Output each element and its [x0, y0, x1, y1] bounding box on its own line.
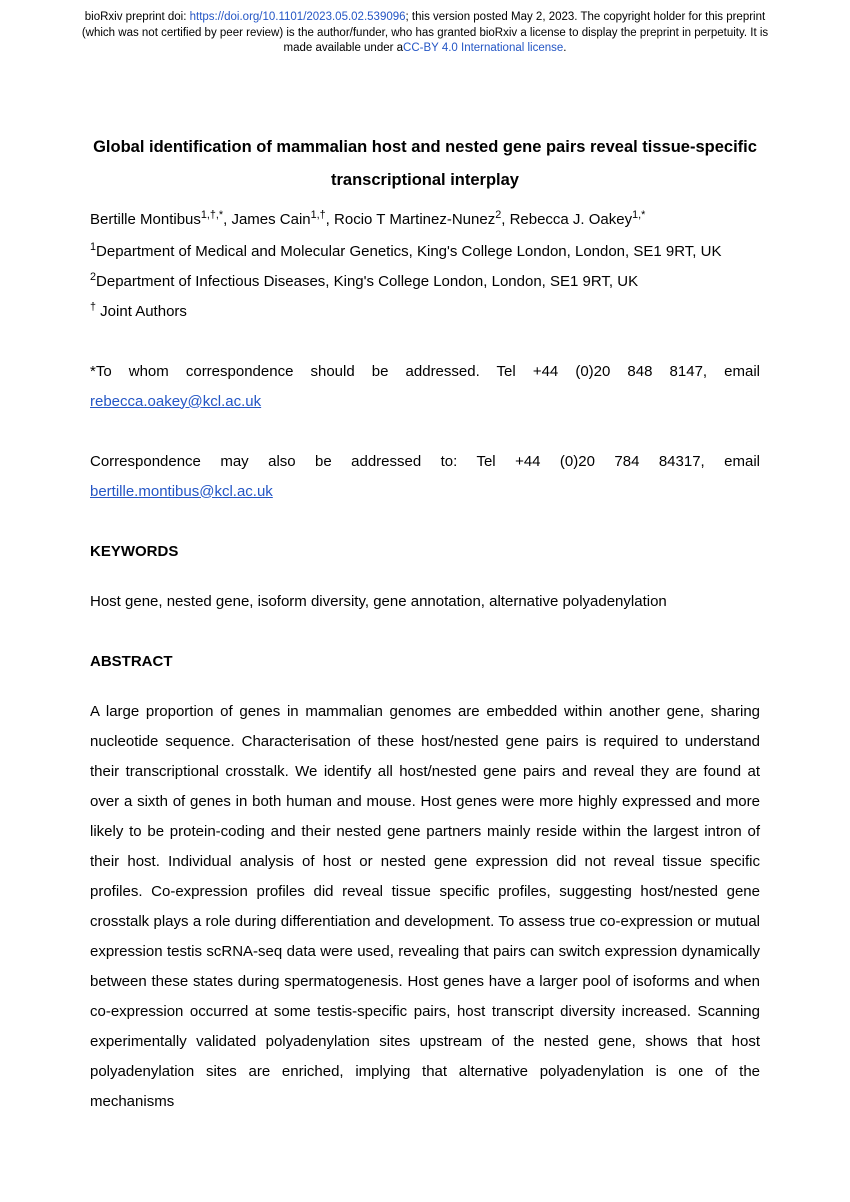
- author-line: Bertille Montibus1,†,*, James Cain1,†, R…: [90, 205, 760, 235]
- keywords-text: Host gene, nested gene, isoform diversit…: [90, 587, 760, 617]
- email-link-secondary[interactable]: bertille.montibus@kcl.ac.uk: [90, 483, 273, 500]
- email-link-primary[interactable]: rebecca.oakey@kcl.ac.uk: [90, 393, 261, 410]
- preprint-doi-link[interactable]: https://doi.org/10.1101/2023.05.02.53909…: [190, 11, 406, 23]
- correspondence-primary: *To whom correspondence should be addres…: [90, 357, 760, 417]
- correspondence-secondary: Correspondence may also be addressed to:…: [90, 447, 760, 507]
- preprint-license-link[interactable]: CC-BY 4.0 International license: [403, 42, 563, 54]
- preprint-prefix: bioRxiv preprint doi:: [85, 11, 190, 23]
- page-body: Global identification of mammalian host …: [0, 61, 850, 1157]
- author-4: Rebecca J. Oakey1,*: [510, 211, 646, 228]
- keywords-heading: KEYWORDS: [90, 537, 760, 567]
- author-2: James Cain1,†: [231, 211, 325, 228]
- author-3: Rocio T Martinez-Nunez2: [334, 211, 501, 228]
- preprint-notice: bioRxiv preprint doi: https://doi.org/10…: [0, 0, 850, 61]
- author-1: Bertille Montibus1,†,*: [90, 211, 223, 228]
- preprint-suffix: .: [563, 42, 566, 54]
- paper-title: Global identification of mammalian host …: [90, 131, 760, 197]
- abstract-heading: ABSTRACT: [90, 647, 760, 677]
- affiliation-1: 1Department of Medical and Molecular Gen…: [90, 237, 760, 267]
- joint-authors-note: † Joint Authors: [90, 297, 760, 327]
- affiliation-2: 2Department of Infectious Diseases, King…: [90, 267, 760, 297]
- abstract-body: A large proportion of genes in mammalian…: [90, 697, 760, 1117]
